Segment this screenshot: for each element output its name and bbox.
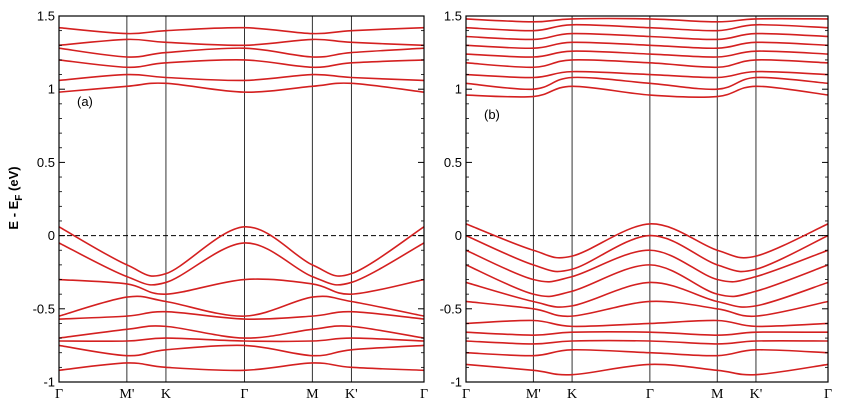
y-axis-label-main: E - E [6,200,21,229]
band-line-11 [59,73,424,82]
band-line-15 [466,58,828,69]
plot-frame [465,15,829,383]
band-line-8 [59,344,424,357]
band-line-6 [59,325,424,339]
band-line-12 [59,58,424,69]
y-tick-label: 1.5 [37,9,55,24]
band-line-2 [466,234,828,273]
band-line-5 [59,310,424,320]
band-line-18 [466,32,828,41]
y-tick-label: -1 [450,375,462,390]
k-point-label: K' [345,387,358,402]
band-line-6 [466,300,828,318]
y-tick-label: 0 [48,228,55,243]
band-line-7 [466,319,828,328]
panel-label: (a) [77,94,93,109]
y-tick-label: -1 [43,375,55,390]
band-line-4 [466,264,828,298]
band-line-15 [59,26,424,35]
band-line-9 [466,339,828,345]
y-axis-label-unit: (eV) [6,166,21,194]
panel-a: -1 -0.5 0 0.5 1 1.5 Γ M' K Γ M K' Γ (a) [33,9,428,403]
band-line-1 [466,223,828,259]
band-line-1 [59,226,424,277]
panel-b: -1 -0.5 0 0.5 1 1.5 Γ M' K Γ M K' Γ (b) [440,9,832,403]
band-line-19 [466,23,828,32]
band-line-2 [59,242,424,286]
band-line-12 [466,85,828,98]
plot-frame [58,15,425,383]
bands [466,17,828,376]
band-line-16 [466,50,828,58]
k-point-label: K [567,387,577,402]
k-point-label: Γ [462,387,470,402]
y-tick-label: -0.5 [440,301,462,316]
band-line-9 [59,362,424,372]
band-line-4 [59,295,424,317]
k-point-label: Γ [240,387,248,402]
y-tick-label: -0.5 [33,301,55,316]
panels: -1 -0.5 0 0.5 1 1.5 Γ M' K Γ M K' Γ (a) -1 -0.5 0 0.5 1 1.5… [33,9,832,403]
band-line-7 [59,337,424,343]
band-line-3 [466,249,828,283]
band-line-10 [466,348,828,357]
band-line-8 [466,331,828,336]
y-tick-label: 0 [455,228,462,243]
band-line-17 [466,41,828,50]
k-point-label: Γ [55,387,63,402]
k-point-label: M [306,387,319,402]
band-line-14 [59,38,424,47]
band-line-10 [59,82,424,93]
k-point-label: M' [119,387,134,402]
y-tick-label: 1.5 [444,9,462,24]
band-line-5 [466,281,828,308]
panel-label: (b) [484,107,500,122]
band-line-11 [466,363,828,376]
y-tick-label: 0.5 [37,155,55,170]
k-point-label: Γ [646,387,654,402]
k-point-label: K' [750,387,763,402]
k-point-label: Γ [420,387,428,402]
k-point-label: M [711,387,724,402]
k-point-label: K [161,387,171,402]
y-axis-label-sub: F [14,195,25,201]
band-line-13 [59,47,424,58]
y-tick-label: 1 [48,82,55,97]
band-line-14 [466,70,828,79]
band-line-20 [466,17,828,23]
k-point-label: Γ [824,387,832,402]
y-axis-label: E - EF (eV) [6,166,25,229]
bands [59,26,424,372]
band-line-13 [466,76,828,91]
y-tick-label: 1 [455,82,462,97]
band-line-3 [59,278,424,295]
k-point-label: M' [526,387,541,402]
y-tick-label: 0.5 [444,155,462,170]
